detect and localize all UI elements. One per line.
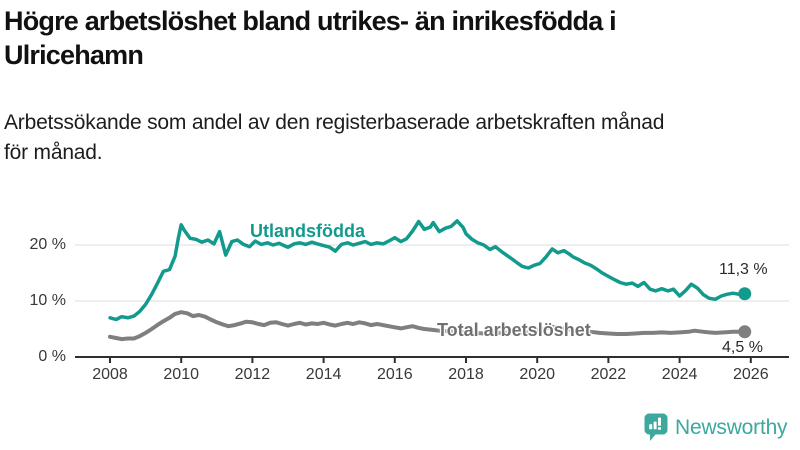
x-tick-label: 2018: [448, 366, 484, 383]
end-value-total-arbetsloshet: 4,5 %: [722, 339, 763, 356]
series-end-dot-0: [738, 287, 752, 301]
chart-subtitle: Arbetssökande som andel av den registerb…: [4, 108, 784, 168]
chart-title: Högre arbetslöshet bland utrikes- än inr…: [4, 4, 796, 72]
y-tick-label: 20 %: [29, 236, 66, 253]
chart-title-line2: Ulricehamn: [4, 40, 144, 70]
x-tick-label: 2014: [305, 366, 342, 383]
x-tick-label: 2026: [733, 366, 769, 383]
x-tick-label: 2016: [377, 366, 413, 383]
x-tick-label: 2012: [234, 366, 271, 383]
newsworthy-logo-text: Newsworthy: [675, 415, 788, 439]
x-tick-label: 2022: [590, 366, 627, 383]
y-tick-label: 0 %: [38, 348, 66, 365]
bar-chart-speech-bubble-icon: [644, 413, 668, 441]
newsworthy-logo: Newsworthy: [644, 413, 788, 442]
x-tick-label: 2008: [92, 366, 128, 383]
chart-subtitle-line2: för månad.: [4, 141, 103, 164]
x-tick-label: 2024: [661, 366, 698, 383]
chart-subtitle-line1: Arbetssökande som andel av den registerb…: [4, 111, 665, 134]
series-label-utlandsfodda: Utlandsfödda: [250, 221, 365, 241]
end-value-utlandsfodda: 11,3 %: [719, 261, 768, 278]
series-label-total-arbetsloshet: Total arbetslöshet: [437, 320, 591, 340]
x-tick-label: 2020: [519, 366, 555, 383]
chart-title-line1: Högre arbetslöshet bland utrikes- än inr…: [4, 6, 617, 36]
y-tick-label: 10 %: [29, 292, 66, 309]
series-line-0: [108, 219, 747, 322]
series-end-dot-1: [738, 325, 752, 339]
x-tick-label: 2010: [163, 366, 199, 383]
series-line-1: [108, 310, 747, 342]
